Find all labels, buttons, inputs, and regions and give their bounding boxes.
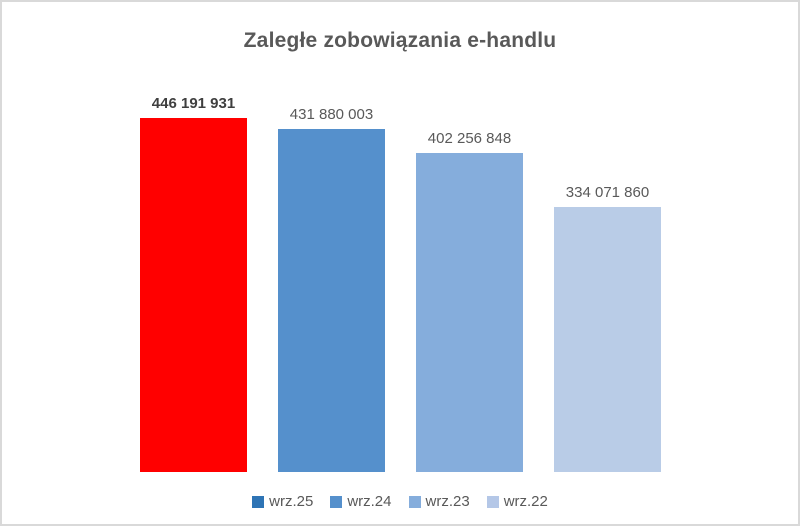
bar-value-label-wrz.25: 446 191 931 [151,95,236,112]
legend-item-wrz.25: wrz.25 [252,493,313,510]
bar-value-label-wrz.23: 402 256 848 [427,130,512,147]
legend-item-wrz.22: wrz.22 [486,493,548,510]
chart-legend: wrz.25 wrz.24 wrz.23 wrz.22 [2,493,798,510]
plot-area: 446 191 931 431 880 003 402 256 848 334 071… [2,82,798,472]
bar-value-label-wrz.24: 431 880 003 [289,106,374,123]
bar-wrz.23 [416,153,523,472]
bar-column-wrz.23: 402 256 848 [416,82,523,472]
bar-value-label-wrz.22: 334 071 860 [565,184,650,201]
bar-wrz.22 [554,207,661,472]
legend-label: wrz.25 [269,493,314,510]
legend-item-wrz.23: wrz.23 [408,493,470,510]
legend-label: wrz.22 [503,493,548,510]
bar-column-wrz.24: 431 880 003 [278,82,385,472]
legend-label: wrz.23 [425,493,470,510]
bar-wrz.25 [140,118,247,472]
bar-column-wrz.22: 334 071 860 [554,82,661,472]
legend-swatch-icon [252,495,265,508]
legend-swatch-icon [486,495,499,508]
legend-swatch-icon [408,495,421,508]
chart-title: Zaległe zobowiązania e-handlu [243,29,557,52]
legend-swatch-icon [330,495,343,508]
legend-item-wrz.24: wrz.24 [330,493,392,510]
legend-label: wrz.24 [347,493,392,510]
bar-wrz.24 [278,129,385,472]
bar-column-wrz.25: 446 191 931 [140,82,247,472]
